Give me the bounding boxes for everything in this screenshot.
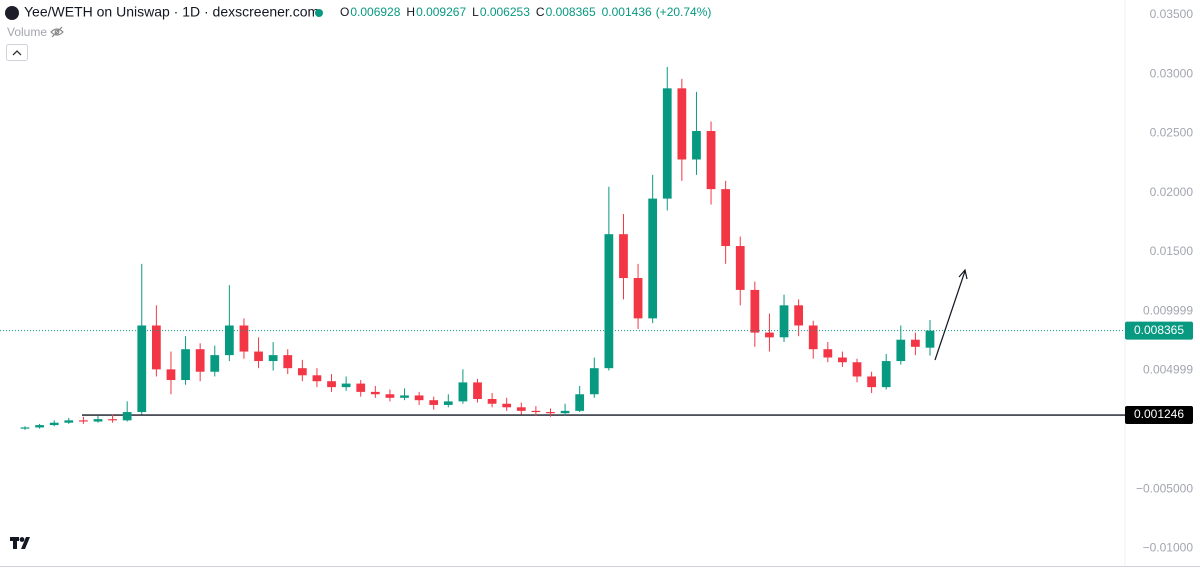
candle-body	[896, 339, 906, 362]
collapse-button[interactable]	[6, 44, 28, 61]
level-label: 0.001246	[1134, 407, 1184, 421]
candle-body	[137, 325, 147, 413]
candle-body	[283, 355, 293, 369]
ohlc-value: 0.006928	[350, 5, 400, 19]
candle-body	[385, 394, 395, 398]
candle-body	[750, 289, 760, 333]
ohlc-value: 0.006253	[480, 5, 530, 19]
candle-body	[516, 407, 526, 411]
candle-body	[268, 355, 278, 362]
candle-body	[166, 369, 176, 381]
y-tick-label: 0.03000	[1150, 66, 1194, 80]
candle-body	[721, 189, 731, 247]
ohlc-key: H	[406, 5, 415, 19]
y-tick-label: 0.03500	[1150, 7, 1194, 21]
candle-body	[443, 401, 453, 405]
y-tick-label: 0.02000	[1150, 185, 1194, 199]
tv-logo	[10, 537, 30, 549]
candle-body	[341, 383, 351, 388]
eye-icon	[50, 26, 64, 38]
candle-body	[911, 339, 920, 347]
candle-body	[79, 420, 88, 422]
candle-body	[181, 349, 190, 381]
volume-label: Volume	[7, 25, 47, 39]
candle-body	[823, 349, 833, 358]
ohlc-value: 0.008365	[546, 5, 596, 19]
candle-body	[765, 332, 774, 338]
candle-body	[327, 381, 336, 388]
collapse-icon	[12, 50, 22, 56]
candle-body	[662, 88, 672, 199]
candle-body	[195, 349, 205, 372]
candle-body	[881, 361, 891, 388]
change-percent: (+20.74%)	[656, 5, 712, 19]
candle-body	[356, 383, 366, 392]
candle-body	[312, 375, 322, 382]
y-tick-label: −0.005000	[1136, 481, 1193, 495]
y-tick-label: 0.004999	[1143, 363, 1193, 377]
candle-body	[429, 400, 439, 405]
candle-body	[779, 305, 789, 338]
ohlc-key: O	[340, 5, 349, 19]
candle-body	[706, 131, 716, 190]
candle-body	[735, 246, 745, 290]
annotation-arrow	[934, 268, 968, 361]
candle-body	[794, 305, 804, 326]
ohlc-key: L	[472, 5, 479, 19]
ohlc-key: C	[536, 5, 545, 19]
candle-body	[35, 425, 44, 428]
candle-body	[370, 391, 380, 395]
candle-body	[20, 427, 30, 429]
candle-body	[925, 330, 935, 348]
candle-body	[808, 325, 818, 350]
candle-body	[49, 422, 59, 426]
level-box	[1125, 406, 1193, 425]
candle-body	[458, 382, 468, 402]
candle-body	[575, 394, 585, 411]
last-price-box	[1125, 321, 1193, 340]
candle-body	[502, 403, 512, 408]
candle-body	[93, 419, 103, 422]
candle-body	[852, 362, 862, 377]
candle-body	[589, 368, 599, 395]
candle-body	[297, 368, 307, 376]
candle-body	[604, 234, 614, 369]
y-tick-label: 0.02500	[1150, 126, 1194, 140]
ohlc-legend: O 0.006928 H 0.009267 L 0.006253 C 0.008365 0.00…	[340, 5, 711, 19]
candle-body	[838, 357, 847, 363]
y-tick-label: −0.01000	[1143, 541, 1194, 555]
candle-body	[633, 278, 643, 319]
candle-body	[692, 131, 701, 160]
candle-body	[867, 376, 876, 388]
ohlc-value: 0.009267	[416, 5, 466, 19]
candle-body	[224, 325, 234, 356]
candle-body	[487, 398, 497, 404]
candle-body	[108, 419, 117, 421]
candle-body	[122, 412, 132, 421]
candle-body	[677, 88, 687, 160]
chart-title: Yee/WETH on Uniswap · 1D · dexscreener.c…	[24, 4, 319, 20]
candle-body	[546, 412, 555, 414]
token-icon	[5, 6, 19, 20]
candle-body	[414, 395, 424, 401]
candle-body	[648, 198, 658, 319]
candle-body	[619, 234, 628, 279]
change-value: 0.001436	[602, 5, 652, 19]
status-dot	[315, 9, 323, 17]
candle-body	[239, 325, 249, 352]
y-tick-label: 0.009999	[1143, 303, 1193, 317]
candle-body	[531, 410, 541, 413]
candle-body	[151, 325, 161, 370]
last-price-label: 0.008365	[1134, 323, 1184, 337]
candle-body	[473, 382, 482, 399]
candle-body	[560, 410, 570, 414]
y-tick-label: 0.01500	[1150, 244, 1194, 258]
candle-body	[400, 395, 409, 398]
candle-body	[254, 351, 263, 362]
candle-body	[210, 355, 220, 372]
candle-body	[64, 420, 74, 423]
